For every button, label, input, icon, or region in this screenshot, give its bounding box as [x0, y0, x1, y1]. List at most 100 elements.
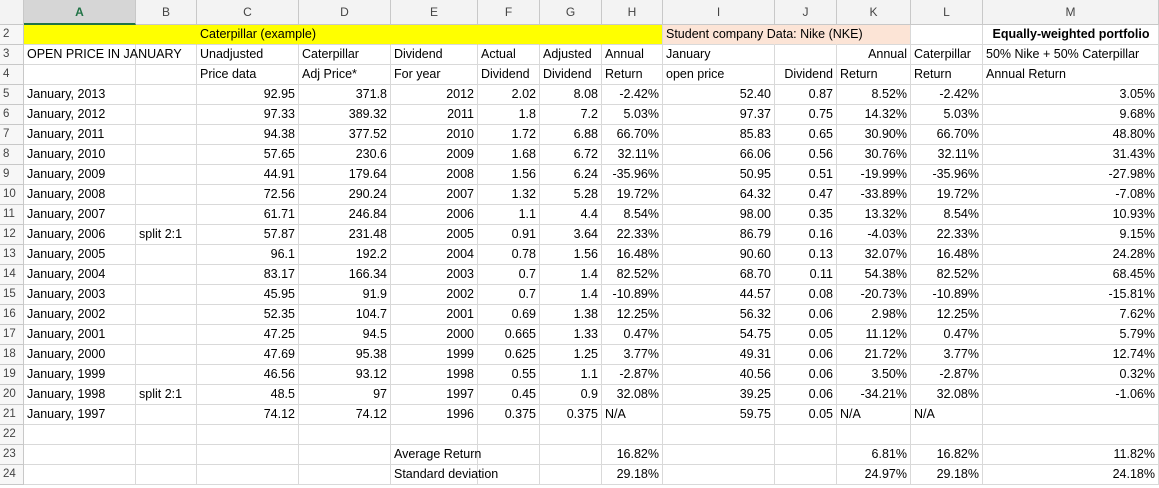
- cell[interactable]: [299, 385, 391, 405]
- cell[interactable]: [540, 445, 602, 465]
- row-number[interactable]: 5: [0, 85, 24, 105]
- cell[interactable]: [663, 465, 775, 485]
- cell[interactable]: [197, 345, 299, 365]
- cell[interactable]: [136, 385, 197, 405]
- cell[interactable]: [911, 265, 983, 285]
- cell[interactable]: [478, 305, 540, 325]
- cell[interactable]: [391, 165, 478, 185]
- column-header[interactable]: H: [602, 0, 663, 25]
- cell[interactable]: [663, 265, 775, 285]
- cell[interactable]: [602, 325, 663, 345]
- cell[interactable]: [602, 225, 663, 245]
- cell[interactable]: [478, 345, 540, 365]
- cell[interactable]: [602, 365, 663, 385]
- cell[interactable]: [391, 465, 478, 485]
- cell[interactable]: [775, 245, 837, 265]
- cell[interactable]: [540, 225, 602, 245]
- cell[interactable]: [775, 445, 837, 465]
- cell[interactable]: [837, 25, 911, 45]
- cell[interactable]: [911, 365, 983, 385]
- cell[interactable]: [775, 325, 837, 345]
- cell[interactable]: [602, 125, 663, 145]
- cell[interactable]: [602, 145, 663, 165]
- cell[interactable]: [540, 145, 602, 165]
- cell[interactable]: [24, 65, 136, 85]
- cell[interactable]: [663, 305, 775, 325]
- cell[interactable]: [478, 125, 540, 145]
- cell[interactable]: [540, 365, 602, 385]
- cell[interactable]: [911, 105, 983, 125]
- cell[interactable]: [911, 405, 983, 425]
- column-header[interactable]: K: [837, 0, 911, 25]
- cell[interactable]: [197, 245, 299, 265]
- row-number[interactable]: 4: [0, 65, 24, 85]
- cell[interactable]: [24, 125, 136, 145]
- row-number[interactable]: 8: [0, 145, 24, 165]
- cell[interactable]: [775, 465, 837, 485]
- cell[interactable]: [197, 125, 299, 145]
- cell[interactable]: [911, 25, 983, 45]
- cell[interactable]: [299, 85, 391, 105]
- cell[interactable]: [391, 125, 478, 145]
- row-number[interactable]: 2: [0, 25, 24, 45]
- row-number[interactable]: 12: [0, 225, 24, 245]
- cell[interactable]: [24, 285, 136, 305]
- cell[interactable]: [391, 325, 478, 345]
- cell[interactable]: [136, 125, 197, 145]
- cell[interactable]: [478, 285, 540, 305]
- row-number[interactable]: 7: [0, 125, 24, 145]
- cell[interactable]: [911, 185, 983, 205]
- cell[interactable]: [837, 85, 911, 105]
- cell[interactable]: [911, 205, 983, 225]
- cell[interactable]: [911, 145, 983, 165]
- cell[interactable]: [911, 385, 983, 405]
- cell[interactable]: [136, 25, 197, 45]
- cell[interactable]: [478, 185, 540, 205]
- cell[interactable]: [391, 145, 478, 165]
- cell[interactable]: [540, 305, 602, 325]
- cell[interactable]: [136, 45, 197, 65]
- cell[interactable]: [197, 45, 299, 65]
- cell[interactable]: [391, 185, 478, 205]
- cell[interactable]: [299, 345, 391, 365]
- cell[interactable]: [775, 85, 837, 105]
- cell[interactable]: [299, 265, 391, 285]
- cell[interactable]: [299, 405, 391, 425]
- cell[interactable]: [911, 85, 983, 105]
- row-number[interactable]: 14: [0, 265, 24, 285]
- cell[interactable]: [478, 65, 540, 85]
- cell[interactable]: [775, 25, 837, 45]
- cell[interactable]: [540, 205, 602, 225]
- cell[interactable]: [837, 105, 911, 125]
- cell[interactable]: [391, 285, 478, 305]
- cell[interactable]: [911, 325, 983, 345]
- cell[interactable]: [911, 425, 983, 445]
- cell[interactable]: [24, 385, 136, 405]
- cell[interactable]: [837, 365, 911, 385]
- cell[interactable]: [24, 225, 136, 245]
- cell[interactable]: [299, 165, 391, 185]
- cell[interactable]: [775, 285, 837, 305]
- cell[interactable]: [540, 285, 602, 305]
- cell[interactable]: [602, 105, 663, 125]
- cell[interactable]: [540, 425, 602, 445]
- column-header[interactable]: G: [540, 0, 602, 25]
- cell[interactable]: [663, 245, 775, 265]
- cell[interactable]: [911, 165, 983, 185]
- cell[interactable]: [775, 265, 837, 285]
- cell[interactable]: [197, 225, 299, 245]
- cell[interactable]: [136, 185, 197, 205]
- cell[interactable]: [663, 145, 775, 165]
- row-number[interactable]: 16: [0, 305, 24, 325]
- cell[interactable]: [299, 205, 391, 225]
- cell[interactable]: [24, 185, 136, 205]
- cell[interactable]: [197, 385, 299, 405]
- cell[interactable]: [602, 185, 663, 205]
- cell[interactable]: [478, 445, 540, 465]
- cell[interactable]: [478, 265, 540, 285]
- cell[interactable]: [299, 245, 391, 265]
- cell[interactable]: [837, 145, 911, 165]
- cell[interactable]: [197, 405, 299, 425]
- cell[interactable]: [540, 125, 602, 145]
- cell[interactable]: [540, 25, 602, 45]
